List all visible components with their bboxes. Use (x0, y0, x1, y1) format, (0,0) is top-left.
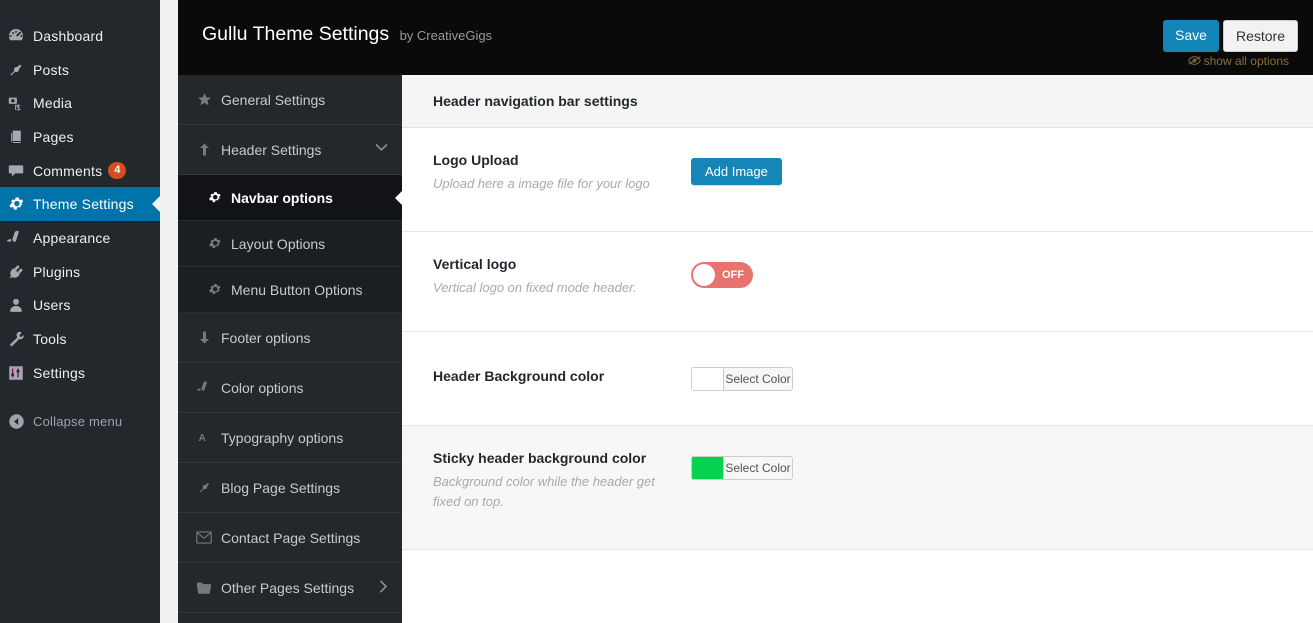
svg-text:A: A (198, 433, 205, 444)
